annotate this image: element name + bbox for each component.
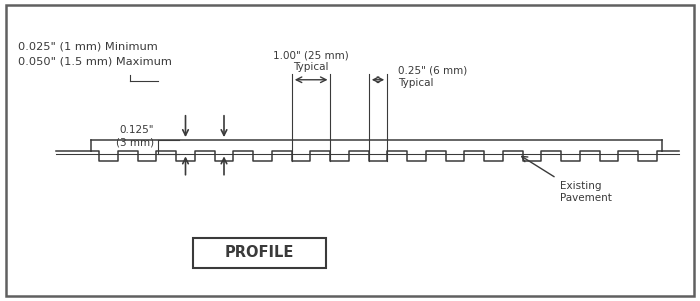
FancyBboxPatch shape <box>193 238 326 268</box>
Text: 0.125"
(3 mm): 0.125" (3 mm) <box>116 126 154 147</box>
Text: Existing
Pavement: Existing Pavement <box>560 181 612 203</box>
Text: 0.025" (1 mm) Minimum
0.050" (1.5 mm) Maximum: 0.025" (1 mm) Minimum 0.050" (1.5 mm) Ma… <box>18 42 172 67</box>
Text: 1.00" (25 mm)
Typical: 1.00" (25 mm) Typical <box>273 51 349 72</box>
Text: 0.25" (6 mm)
Typical: 0.25" (6 mm) Typical <box>398 66 467 88</box>
Text: PROFILE: PROFILE <box>224 245 294 260</box>
